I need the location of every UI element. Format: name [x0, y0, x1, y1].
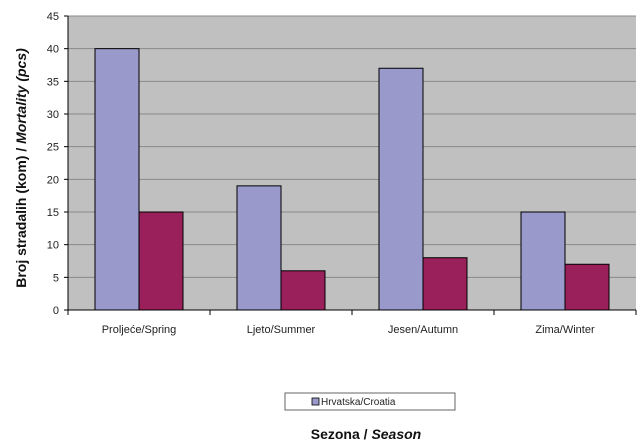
- bars: [94, 48, 610, 311]
- y-axis-title: Broj stradalih (kom) / Mortality (pcs): [13, 48, 29, 288]
- bar-series-2: [564, 263, 610, 311]
- y-tick-label: 40: [47, 44, 59, 56]
- bar-series-2: [280, 270, 326, 311]
- legend-swatch-hrvatska-croatia: [311, 397, 320, 406]
- bar-series-2: [138, 211, 184, 311]
- bar-hrvatska-croatia: [236, 185, 282, 311]
- y-tick-label: 10: [47, 240, 59, 252]
- y-axis-title-italic: Mortality (pcs): [13, 48, 29, 144]
- bar-hrvatska-croatia: [94, 48, 140, 311]
- bar-hrvatska-croatia: [378, 67, 424, 311]
- x-axis: Proljeće/Spring Ljeto/Summer Jesen/Autumn Z…: [67, 309, 637, 336]
- x-axis-title-regular: Sezona /: [311, 426, 372, 442]
- y-tick-label: 5: [53, 272, 59, 284]
- x-category-label: Proljeće/Spring: [102, 324, 177, 336]
- bar-hrvatska-croatia: [520, 211, 566, 311]
- y-axis-title-regular: Broj stradalih (kom) /: [13, 144, 29, 288]
- y-tick-label: 25: [47, 142, 59, 154]
- y-tick-label: 30: [47, 109, 59, 121]
- y-tick-label: 20: [47, 174, 59, 186]
- x-category-label: Ljeto/Summer: [247, 324, 316, 336]
- y-axis: 0 5 10 15 20 25 30 35 40 45: [47, 11, 69, 317]
- x-axis-title: Sezona / Season: [311, 426, 422, 442]
- y-tick-label: 35: [47, 76, 59, 88]
- legend-box: [284, 392, 456, 411]
- bar-series-2: [422, 257, 468, 311]
- y-tick-label: 45: [47, 11, 59, 23]
- x-axis-title-italic: Season: [371, 426, 421, 442]
- y-tick-label: 0: [53, 305, 59, 317]
- y-tick-label: 15: [47, 207, 59, 219]
- legend: Hrvatska/Croatia: [284, 392, 456, 411]
- legend-label-hrvatska-croatia: Hrvatska/Croatia: [321, 397, 396, 408]
- x-category-label: Zima/Winter: [535, 324, 595, 336]
- x-category-label: Jesen/Autumn: [388, 324, 458, 336]
